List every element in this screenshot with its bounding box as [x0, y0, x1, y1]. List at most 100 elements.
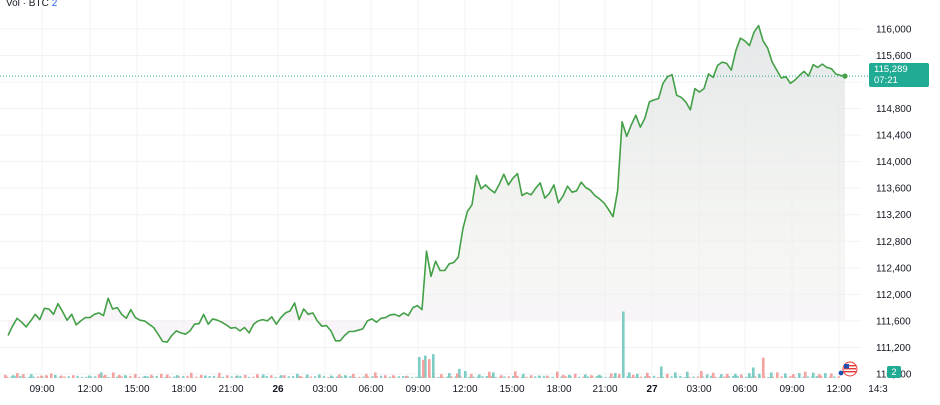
volume-bar-up: [100, 372, 103, 378]
volume-bar: [195, 376, 198, 378]
volume-bar-up: [418, 357, 421, 378]
volume-bar: [815, 375, 818, 378]
volume-bar-up: [660, 366, 663, 378]
volume-bar-down: [666, 373, 669, 378]
volume-bar-down: [16, 373, 19, 378]
volume-bar: [595, 375, 598, 378]
volume-bar: [714, 376, 717, 378]
time-axis-tick-label: 06:00: [732, 384, 757, 395]
volume-bar-down: [22, 374, 25, 378]
volume-bar-up: [522, 373, 525, 378]
volume-bar-up: [674, 372, 677, 378]
volume-bar-down: [818, 374, 821, 378]
volume-bar: [732, 376, 735, 378]
volume-bar: [76, 375, 79, 378]
volume-bar-up: [204, 375, 207, 378]
volume-bar-down: [830, 373, 833, 378]
volume-bar: [6, 376, 9, 378]
volume-bar: [820, 375, 823, 378]
volume-bar-down: [726, 373, 729, 378]
time-axis-tick-label: 21:00: [592, 384, 617, 395]
volume-bar-up: [124, 375, 127, 378]
volume-bar: [63, 376, 66, 378]
volume-bar: [771, 376, 774, 378]
volume-bar: [274, 376, 277, 378]
volume-bar: [604, 376, 607, 378]
volume-bar: [186, 375, 189, 378]
price-axis-tick-label: 114,000: [876, 157, 912, 168]
volume-bar-down: [546, 375, 549, 378]
volume-bar-down: [40, 375, 43, 378]
volume-bar: [688, 376, 691, 378]
time-axis-tick-label: 14:3: [868, 384, 888, 395]
volume-bar: [292, 376, 295, 378]
volume-bar: [331, 376, 334, 378]
time-axis[interactable]: 09:00 12:00 15:00 18:00 21:00 26 03:00 06:00 09:…: [29, 384, 888, 395]
volume-bar: [648, 376, 651, 378]
volume-bar-down: [610, 373, 613, 378]
volume-bar-up: [88, 375, 91, 378]
volume-bar-down: [160, 373, 163, 378]
volume-bar-down: [50, 373, 53, 378]
volume-bar-up: [598, 374, 601, 378]
price-axis-tick-label: 111,600: [876, 316, 911, 327]
volume-bar: [212, 375, 216, 378]
price-axis-tick-label: 116,000: [876, 24, 912, 35]
volume-bar: [793, 377, 796, 378]
time-axis-tick-label: 09:00: [405, 384, 430, 395]
volume-bar: [564, 376, 568, 378]
volume-bar: [230, 376, 233, 378]
volume-bar-up: [296, 373, 299, 378]
volume-bar: [745, 376, 748, 378]
volume-bar-up: [458, 368, 461, 378]
volume-bar: [415, 376, 418, 378]
volume-bar: [446, 376, 449, 378]
volume-bar-up: [720, 374, 723, 378]
volume-bar-down: [804, 371, 807, 378]
volume-bar: [727, 376, 730, 378]
volume-bar: [723, 376, 726, 378]
volume-bar-up: [812, 372, 815, 378]
price-axis-tick-label: 113,200: [876, 210, 912, 221]
volume-bar: [512, 376, 515, 378]
us-flag-icon[interactable]: [838, 361, 858, 377]
volume-bar: [626, 375, 629, 378]
volume-bar-down: [405, 375, 408, 378]
volume-bar-up: [54, 374, 57, 378]
volume-bar: [129, 375, 132, 378]
time-axis-tick-label: 12:00: [826, 384, 851, 395]
volume-bar: [710, 375, 713, 378]
volume-bar: [507, 376, 510, 378]
volume-bar: [551, 376, 554, 378]
volume-bar: [36, 376, 40, 378]
time-axis-tick-label: 12:00: [77, 384, 102, 395]
volume-bar: [837, 376, 840, 378]
volume-bar-down: [574, 373, 577, 378]
volume-bar-up: [144, 375, 147, 378]
volume-bar: [85, 376, 88, 378]
price-axis-tick-label: 114,400: [876, 131, 912, 142]
volume-bar-down: [712, 372, 715, 378]
time-axis-tick-label: 18:00: [171, 384, 196, 395]
volume-bar-up: [798, 373, 801, 378]
time-axis-tick-label: 09:00: [779, 384, 804, 395]
volume-bar-up: [330, 375, 333, 378]
volume-bar-up: [478, 374, 481, 378]
volume-bar: [362, 376, 365, 378]
volume-bar: [32, 376, 35, 378]
volume-bar: [173, 376, 176, 378]
volume-bar-down: [562, 374, 565, 378]
volume-bar: [182, 376, 185, 378]
volume-bar-up: [706, 374, 709, 378]
volume-bar: [542, 375, 546, 378]
volume-bar: [142, 376, 145, 378]
volume-bar-up: [584, 374, 587, 378]
volume-indicator-label[interactable]: Vol · BTC 2: [6, 0, 57, 9]
volume-bar-down: [244, 374, 247, 378]
volume-bar: [754, 376, 757, 378]
bar-countdown: 07:21: [874, 75, 898, 86]
volume-bar: [164, 376, 167, 378]
volume-bar: [780, 376, 783, 378]
